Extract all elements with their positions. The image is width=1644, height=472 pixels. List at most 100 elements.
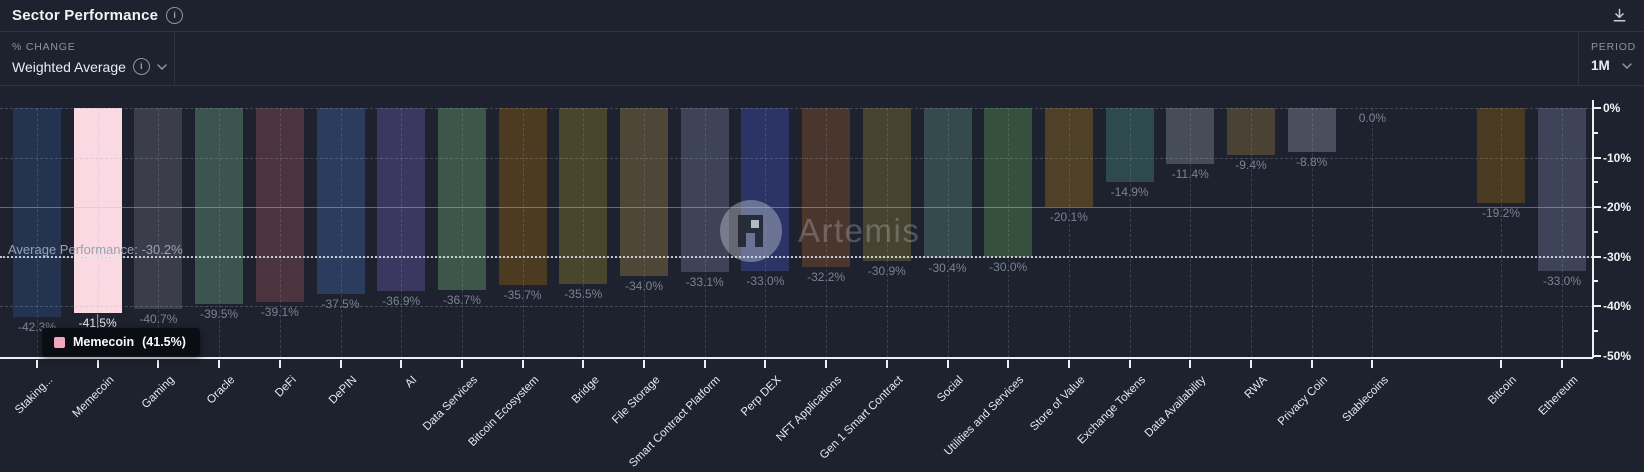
gridline-vertical — [583, 108, 585, 358]
bar-data-services[interactable] — [437, 108, 486, 290]
x-axis-tick — [96, 360, 99, 368]
x-axis-tick — [764, 360, 767, 368]
bar-value-label: -8.8% — [1296, 154, 1328, 169]
gridline-vertical — [1068, 108, 1070, 358]
y-axis-minor-tick — [1593, 230, 1598, 233]
y-axis-label: 0% — [1603, 101, 1621, 115]
bar-exchange-tokens[interactable] — [1105, 108, 1154, 182]
x-axis-line — [0, 357, 1593, 359]
bar-ethereum[interactable] — [1538, 108, 1586, 272]
bar-bridge[interactable] — [559, 108, 608, 284]
hover-crosshair — [96, 314, 98, 330]
tooltip-swatch — [54, 336, 65, 348]
change-selector[interactable]: Weighted Average i — [12, 58, 174, 75]
x-axis-tick — [339, 360, 342, 368]
bar-rwa[interactable] — [1227, 108, 1275, 155]
bar-value-label: -37.5% — [321, 296, 360, 311]
y-axis-line — [1592, 100, 1594, 358]
bar-store-of-value[interactable] — [1044, 108, 1093, 208]
header: Sector Performance i — [0, 0, 1644, 31]
chevron-down-icon — [1622, 62, 1632, 69]
bar-perp-dex[interactable] — [741, 108, 790, 272]
gridline-vertical — [1008, 108, 1010, 358]
x-axis-tick — [1250, 360, 1252, 368]
download-icon — [1613, 8, 1626, 22]
bar-value-label: -30.0% — [989, 259, 1028, 274]
bar-staking-[interactable] — [13, 108, 61, 318]
bar-chart: Artemis Average Performance: -30.2% Meme… — [0, 86, 1644, 472]
period-label: PERIOD — [1591, 41, 1637, 53]
gridline-vertical — [279, 108, 281, 358]
artemis-logo-icon — [720, 200, 782, 262]
bar-ai[interactable] — [377, 108, 426, 291]
x-axis-tick — [1310, 360, 1313, 368]
download-button[interactable] — [1611, 7, 1628, 27]
x-tick-label: Social — [935, 374, 966, 405]
bar-value-label: -14.9% — [1110, 184, 1149, 199]
x-tick-label: Perp DEX — [739, 374, 784, 419]
change-info-icon[interactable]: i — [132, 58, 150, 75]
bar-value-label: -39.5% — [200, 306, 239, 321]
bar-smart-contract-platform[interactable] — [680, 108, 729, 272]
gridline-vertical — [158, 108, 160, 358]
bar-file-storage[interactable] — [620, 108, 668, 277]
chevron-down-icon — [157, 63, 167, 70]
bar-utilities-and-services[interactable] — [984, 108, 1033, 257]
gridline-vertical — [1190, 108, 1192, 358]
x-tick-label: Oracle — [205, 374, 238, 407]
gridline-vertical — [37, 108, 38, 358]
bar-gen-1-smart-contract[interactable] — [862, 108, 911, 261]
y-axis-minor-tick — [1593, 181, 1598, 184]
bar-value-label: -30.4% — [928, 261, 967, 276]
gridline-horizontal-solid — [0, 207, 1593, 208]
bar-bitcoin[interactable] — [1477, 108, 1525, 204]
change-control: % CHANGE Weighted Average i — [0, 32, 175, 85]
bar-nft-applications[interactable] — [802, 108, 851, 268]
bar-depin[interactable] — [316, 108, 365, 294]
x-axis-tick — [36, 360, 38, 368]
gridline-horizontal — [0, 108, 1593, 109]
bar-privacy-coin[interactable] — [1287, 108, 1336, 152]
gridline-vertical — [765, 108, 767, 358]
y-axis-label: -50% — [1603, 348, 1632, 363]
gridline-vertical — [826, 108, 828, 358]
y-axis-tick — [1593, 255, 1601, 258]
bar-data-availability[interactable] — [1166, 108, 1215, 165]
period-selector[interactable]: 1M — [1591, 58, 1636, 73]
gridline-vertical — [522, 108, 524, 358]
tooltip-value: (41.5%) — [142, 335, 186, 349]
gridline-vertical — [1501, 108, 1502, 358]
y-axis-tick — [1593, 156, 1601, 159]
gridline-vertical — [1129, 108, 1131, 358]
x-tick-label: Data Services — [421, 374, 481, 434]
bar-social[interactable] — [923, 108, 972, 259]
x-tick-label: Data Availability — [1143, 374, 1209, 440]
bar-memecoin[interactable] — [73, 108, 122, 314]
y-axis-label: -10% — [1603, 150, 1632, 165]
bar-value-label: -36.9% — [382, 293, 421, 308]
x-axis-tick — [157, 360, 160, 368]
x-axis-tick — [1500, 360, 1502, 368]
bar-value-label: -33.1% — [685, 274, 724, 289]
x-tick-label: Stablecoins — [1340, 374, 1391, 425]
bar-gaming[interactable] — [134, 108, 183, 310]
bar-oracle[interactable] — [195, 108, 244, 304]
bar-value-label: -19.2% — [1481, 206, 1521, 221]
bar-value-label: -33.0% — [746, 274, 785, 289]
change-label: % CHANGE — [12, 41, 76, 53]
bar-defi[interactable] — [255, 108, 304, 302]
bar-value-label: 0.0% — [1358, 111, 1387, 125]
gridline-vertical — [886, 108, 888, 358]
gridline-vertical — [1562, 108, 1563, 358]
y-axis-minor-tick — [1593, 280, 1598, 283]
x-tick-label: AI — [403, 374, 420, 391]
title-info-icon[interactable]: i — [166, 7, 184, 24]
bar-value-label: -11.4% — [1171, 167, 1209, 182]
x-tick-label: Bitcoin — [1486, 374, 1520, 407]
period-control: PERIOD 1M — [1578, 32, 1644, 85]
bar-bitcoin-ecosystem[interactable] — [498, 108, 547, 285]
y-axis-minor-tick — [1593, 131, 1598, 134]
x-tick-label: DePIN — [326, 374, 359, 407]
gridline-vertical — [340, 108, 342, 358]
